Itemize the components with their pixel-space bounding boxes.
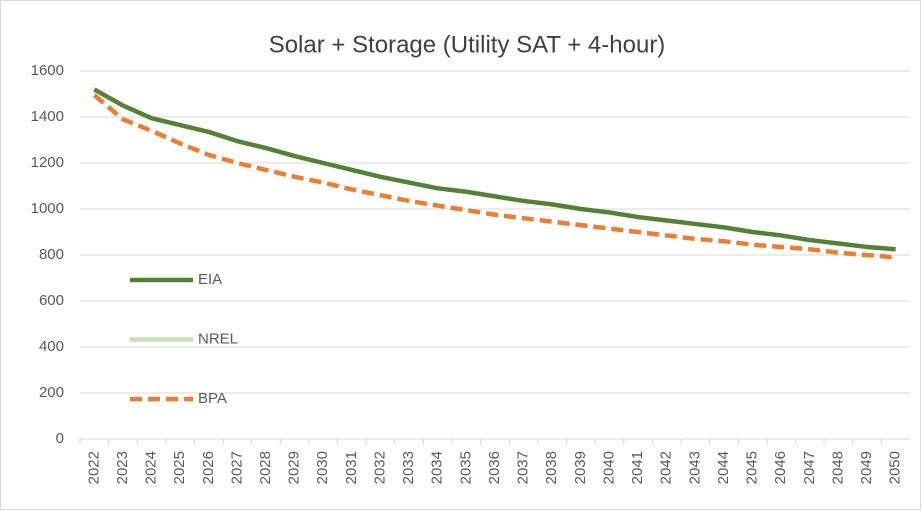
y-tick-label: 1600 <box>31 62 64 79</box>
x-tick-label: 2031 <box>343 451 360 484</box>
y-tick-label: 0 <box>56 430 64 447</box>
series-line <box>92 93 896 260</box>
y-tick-label: 400 <box>39 338 64 355</box>
x-tick-label: 2024 <box>143 451 160 484</box>
x-tick-label: 2033 <box>400 451 417 484</box>
legend-label: BPA <box>198 390 227 407</box>
x-tick-label: 2050 <box>887 451 904 484</box>
x-tick-label: 2032 <box>371 451 388 484</box>
chart-title: Solar + Storage (Utility SAT + 4-hour) <box>269 31 666 58</box>
x-tick-label: 2041 <box>629 451 646 484</box>
x-tick-label: 2043 <box>686 451 703 484</box>
x-tick-label: 2029 <box>286 451 303 484</box>
legend-label: NREL <box>198 330 238 347</box>
y-tick-label: 1200 <box>31 154 64 171</box>
x-tick-label: 2037 <box>515 451 532 484</box>
x-tick-label: 2027 <box>228 451 245 484</box>
x-tick-label: 2039 <box>572 451 589 484</box>
x-tick-label: 2036 <box>486 451 503 484</box>
x-tick-label: 2025 <box>171 451 188 484</box>
x-tick-label: 2023 <box>114 451 131 484</box>
series-line <box>93 87 896 252</box>
y-tick-label: 1000 <box>31 200 64 217</box>
x-tick-label: 2040 <box>600 451 617 484</box>
x-tick-label: 2046 <box>772 451 789 484</box>
x-tick-label: 2049 <box>858 451 875 484</box>
y-tick-label: 1400 <box>31 108 64 125</box>
y-tick-label: 200 <box>39 384 64 401</box>
x-tick-label: 2048 <box>829 451 846 484</box>
x-tick-label: 2044 <box>715 451 732 484</box>
y-tick-label: 800 <box>39 246 64 263</box>
x-tick-label: 2047 <box>801 451 818 484</box>
x-tick-label: 2030 <box>314 451 331 484</box>
x-tick-label: 2035 <box>457 451 474 484</box>
x-tick-label: 2042 <box>658 451 675 484</box>
y-tick-label: 600 <box>39 292 64 309</box>
x-tick-label: 2038 <box>543 451 560 484</box>
x-tick-label: 2034 <box>429 451 446 484</box>
x-tick-label: 2026 <box>200 451 217 484</box>
x-tick-label: 2045 <box>744 451 761 484</box>
x-tick-label: 2022 <box>85 451 102 484</box>
x-tick-label: 2028 <box>257 451 274 484</box>
legend-label: EIA <box>198 271 222 288</box>
